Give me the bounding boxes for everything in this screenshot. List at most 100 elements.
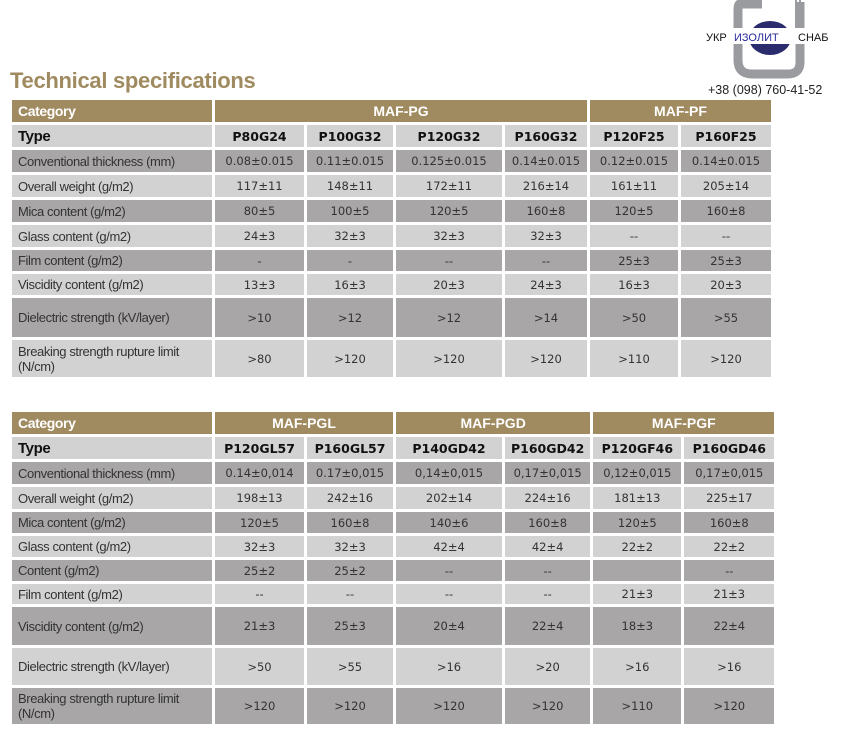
value-cell: --	[684, 560, 775, 581]
table-row: Viscidity content (g/m2) 21±3 25±3 20±4 22±4…	[12, 607, 775, 645]
value-cell: 0.14±0.015	[681, 150, 771, 172]
value-cell: --	[307, 584, 393, 604]
value-cell: 160±8	[505, 200, 587, 222]
value-cell	[593, 560, 682, 581]
value-cell: 0.17±0,015	[307, 462, 393, 484]
phone-number: +38 (098) 760-41-52	[708, 83, 823, 97]
value-cell: 21±3	[215, 607, 304, 645]
value-cell: 32±3	[396, 225, 502, 247]
value-cell: 198±13	[215, 487, 304, 509]
type-cell: P160GD42	[505, 437, 591, 459]
value-cell: 161±11	[590, 175, 678, 197]
row-label: Dielectric strength (kV/layer)	[12, 298, 212, 337]
row-label: Breaking strength rupture limit (N/cm)	[12, 688, 212, 724]
value-cell: 160±8	[684, 512, 775, 533]
value-cell: 32±3	[505, 225, 587, 247]
value-cell: >16	[396, 648, 502, 685]
table-row: Film content (g/m2) - - -- -- 25±3 25±3	[12, 250, 771, 271]
value-cell: 0.08±0.015	[215, 150, 304, 172]
type-cell: P100G32	[307, 125, 393, 147]
value-cell: --	[590, 225, 678, 247]
value-cell: 120±5	[590, 200, 678, 222]
value-cell: 0,12±0,015	[593, 462, 682, 484]
value-cell: 0,17±0,015	[684, 462, 775, 484]
value-cell: 181±13	[593, 487, 682, 509]
value-cell: 160±8	[681, 200, 771, 222]
value-cell: 20±3	[681, 274, 771, 295]
value-cell: 117±11	[215, 175, 304, 197]
value-cell: >120	[396, 688, 502, 724]
value-cell: 0,14±0,015	[396, 462, 502, 484]
type-cell: P120GF46	[593, 437, 682, 459]
table-row: Conventional thickness (mm) 0.14±0,014 0.1…	[12, 462, 775, 484]
value-cell: >80	[215, 340, 304, 377]
type-cell: P140GD42	[396, 437, 502, 459]
row-label: Mica content (g/m2)	[12, 512, 212, 533]
value-cell: 24±3	[215, 225, 304, 247]
type-cell: P120G32	[396, 125, 502, 147]
table-row: Mica content (g/m2) 80±5 100±5 120±5 160±8 12…	[12, 200, 771, 222]
row-label: Glass content (g/m2)	[12, 536, 212, 557]
value-cell: -	[215, 250, 304, 271]
value-cell: >16	[593, 648, 682, 685]
value-cell: >12	[396, 298, 502, 337]
table-row: Glass content (g/m2) 32±3 32±3 42±4 42±4 22±2…	[12, 536, 775, 557]
type-cell: P160G32	[505, 125, 587, 147]
value-cell: 120±5	[396, 200, 502, 222]
category-row: Category MAF-PG MAF-PF	[12, 100, 771, 122]
row-label: Dielectric strength (kV/layer)	[12, 648, 212, 685]
value-cell: 242±16	[307, 487, 393, 509]
value-cell: 120±5	[215, 512, 304, 533]
table-row: Breaking strength rupture limit (N/cm) >1…	[12, 688, 775, 724]
value-cell: 25±2	[215, 560, 304, 581]
value-cell: >120	[396, 340, 502, 377]
value-cell: 21±3	[593, 584, 682, 604]
value-cell: 32±3	[307, 225, 393, 247]
table-row: Film content (g/m2) -- -- -- -- 21±3 21±3	[12, 584, 775, 604]
value-cell: 160±8	[307, 512, 393, 533]
value-cell: >120	[307, 340, 393, 377]
type-cell: P80G24	[215, 125, 304, 147]
row-label: Film content (g/m2)	[12, 584, 212, 604]
company-logo: УКР ИЗОЛИТ СНАБ	[706, 0, 828, 79]
value-cell: -	[307, 250, 393, 271]
table-row: Dielectric strength (kV/layer) >50 >55 >16 >…	[12, 648, 775, 685]
type-cell: P160GL57	[307, 437, 393, 459]
value-cell: 32±3	[307, 536, 393, 557]
row-label: Breaking strength rupture limit (N/cm)	[12, 340, 212, 377]
value-cell: --	[505, 250, 587, 271]
row-label: Conventional thickness (mm)	[12, 150, 212, 172]
value-cell: 0.14±0,014	[215, 462, 304, 484]
type-label: Type	[12, 437, 212, 459]
row-label: Film content (g/m2)	[12, 250, 212, 271]
table-row: Conventional thickness (mm) 0.08±0.015 0.1…	[12, 150, 771, 172]
value-cell: 0.125±0.015	[396, 150, 502, 172]
row-label: Glass content (g/m2)	[12, 225, 212, 247]
table-row: Breaking strength rupture limit (N/cm) >8…	[12, 340, 771, 377]
value-cell: >14	[505, 298, 587, 337]
table-row: Mica content (g/m2) 120±5 160±8 140±6 160±8 1…	[12, 512, 775, 533]
value-cell: 42±4	[396, 536, 502, 557]
row-label: Viscidity content (g/m2)	[12, 274, 212, 295]
svg-text:УКР: УКР	[706, 32, 727, 44]
category-group: MAF-PF	[590, 100, 771, 122]
value-cell: 225±17	[684, 487, 775, 509]
value-cell: >50	[590, 298, 678, 337]
row-label: Conventional thickness (mm)	[12, 462, 212, 484]
value-cell: 148±11	[307, 175, 393, 197]
value-cell: >10	[215, 298, 304, 337]
value-cell: 22±2	[684, 536, 775, 557]
value-cell: 13±3	[215, 274, 304, 295]
value-cell: 22±4	[684, 607, 775, 645]
row-label: Mica content (g/m2)	[12, 200, 212, 222]
value-cell: 18±3	[593, 607, 682, 645]
value-cell: 42±4	[505, 536, 591, 557]
value-cell: --	[505, 560, 591, 581]
value-cell: >120	[505, 688, 591, 724]
value-cell: 140±6	[396, 512, 502, 533]
value-cell: 16±3	[307, 274, 393, 295]
value-cell: 0.11±0.015	[307, 150, 393, 172]
value-cell: 100±5	[307, 200, 393, 222]
value-cell: 202±14	[396, 487, 502, 509]
value-cell: 22±4	[505, 607, 591, 645]
